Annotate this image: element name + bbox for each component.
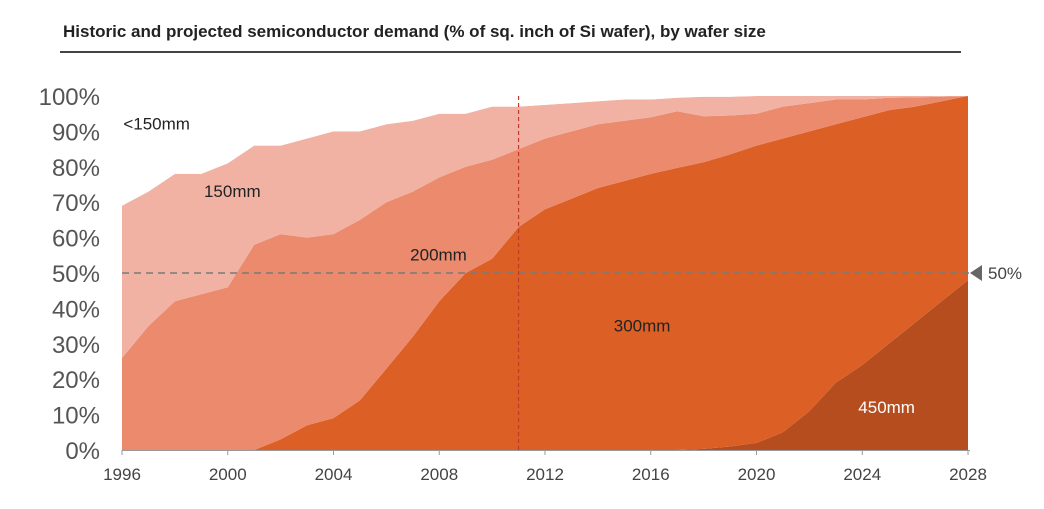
x-tick-layer: 1996 2000 2004 2008 2012 2016 2020 2024 2028 xyxy=(103,450,987,484)
area-450mm xyxy=(122,280,968,450)
fifty-percent-marker-icon xyxy=(970,265,982,281)
x-tick-label: 2028 xyxy=(949,465,987,484)
y-tick-label: 40% xyxy=(52,296,100,323)
area-150mm xyxy=(122,96,968,358)
title-rule xyxy=(60,51,961,53)
y-tick-label: 100% xyxy=(39,84,100,111)
label-300mm: 300mm xyxy=(614,316,671,335)
x-tick-label: 1996 xyxy=(103,465,141,484)
x-tick-label: 2024 xyxy=(843,465,881,484)
y-tick-label: 50% xyxy=(52,261,100,288)
x-tick-label: 2000 xyxy=(209,465,247,484)
y-tick-label: 0% xyxy=(65,438,100,465)
y-tick-label: 60% xyxy=(52,226,100,253)
y-tick-label: 20% xyxy=(52,367,100,394)
x-tick-label: 2020 xyxy=(738,465,776,484)
y-tick-label: 70% xyxy=(52,190,100,217)
label-lt150mm: <150mm xyxy=(123,115,190,134)
y-tick-label: 80% xyxy=(52,155,100,182)
x-tick-label: 2008 xyxy=(420,465,458,484)
area-lt150mm xyxy=(122,96,968,206)
label-150mm: 150mm xyxy=(204,182,261,201)
area-200mm xyxy=(122,96,968,450)
chart-title: Historic and projected semiconductor dem… xyxy=(63,22,766,41)
x-tick-label: 2016 xyxy=(632,465,670,484)
y-tick-layer: 0% 10% 20% 30% 40% 50% 60% 70% 80% 90% 100% xyxy=(39,84,100,465)
x-tick-label: 2012 xyxy=(526,465,564,484)
label-450mm: 450mm xyxy=(858,398,915,417)
x-tick-label: 2004 xyxy=(315,465,353,484)
y-tick-label: 90% xyxy=(52,119,100,146)
y-tick-label: 10% xyxy=(52,403,100,430)
label-200mm: 200mm xyxy=(410,246,467,265)
fifty-percent-label: 50% xyxy=(988,264,1022,283)
y-tick-label: 30% xyxy=(52,332,100,359)
